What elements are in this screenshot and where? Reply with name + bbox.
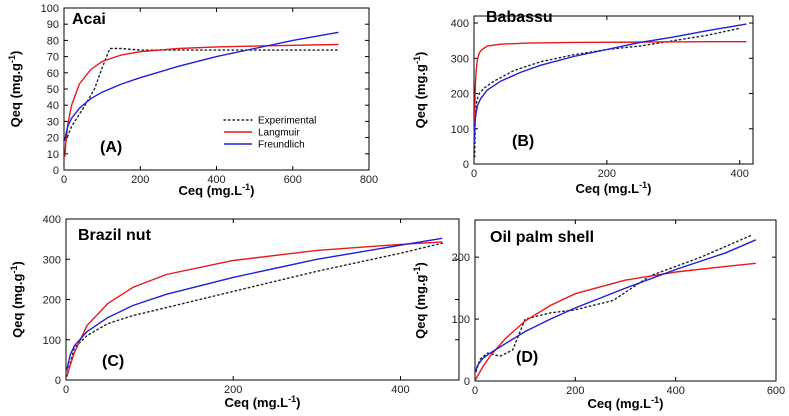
x-tick-label: 200 (598, 168, 616, 180)
x-axis-title: Ceq (mg.L-1) (225, 394, 301, 410)
x-tick-label: 600 (284, 174, 302, 186)
y-tick-label: 80 (47, 35, 59, 47)
series-line-langmuir (474, 262, 756, 381)
y-tick-label: 10 (47, 149, 59, 161)
panel-title: Babassu (486, 9, 553, 26)
x-tick-label: 200 (224, 384, 242, 396)
legend-label-freundlich: Freundlich (258, 140, 305, 151)
x-tick-label: 400 (207, 174, 225, 186)
y-tick-label: 400 (43, 214, 61, 226)
chart-panel-3: 0 200 400 0 100 200 300 400 Brazil nut (C) Ceq (mg… (9, 214, 460, 410)
x-tick-label: 600 (767, 385, 785, 397)
x-tick-label: 400 (391, 384, 409, 396)
panel-label: (D) (516, 349, 538, 366)
y-tick-label: 200 (451, 89, 469, 101)
y-tick-label: 100 (452, 314, 470, 326)
chart-panel-4: 0 200 400 600 0 100 200 Oil palm shell (D) Ceq (m… (412, 219, 785, 411)
x-axis-title: Ceq (mg.L-1) (179, 182, 255, 198)
panel-title: Acai (72, 11, 106, 28)
y-tick-label: 50 (47, 84, 59, 96)
y-tick-label: 100 (41, 3, 59, 15)
x-tick-label: 0 (471, 168, 477, 180)
y-axis-title: Qeq (mg.g-1) (412, 52, 428, 129)
y-tick-label: 90 (47, 19, 59, 31)
y-tick-label: 70 (47, 52, 59, 64)
y-tick-label: 30 (47, 116, 59, 128)
y-tick-label: 400 (451, 18, 469, 30)
panel-title: Oil palm shell (490, 229, 594, 246)
x-tick-label: 0 (61, 174, 67, 186)
x-tick-label: 400 (731, 168, 749, 180)
series-line-langmuir (473, 41, 747, 143)
x-tick-label: 200 (131, 174, 149, 186)
y-tick-label: 0 (53, 165, 59, 177)
y-tick-label: 0 (55, 375, 61, 387)
y-tick-label: 100 (451, 124, 469, 136)
y-tick-label: 200 (43, 295, 61, 307)
x-axis-title: Ceq (mg.L-1) (576, 180, 652, 196)
x-tick-label: 0 (63, 384, 69, 396)
series-line-langmuir (66, 241, 443, 377)
x-tick-label: 200 (566, 385, 584, 397)
y-tick-label: 0 (463, 159, 469, 171)
y-axis-title: Qeq (mg.g-1) (412, 262, 428, 339)
y-axis-title: Qeq (mg.g-1) (7, 51, 23, 128)
series-line-freundlich (64, 31, 339, 141)
series-line-experimental (475, 234, 752, 373)
x-axis-title: Ceq (mg.L-1) (588, 395, 664, 411)
panel-label: (A) (100, 139, 122, 156)
y-tick-label: 40 (47, 100, 59, 112)
series-line-langmuir (64, 43, 339, 158)
panel-label: (C) (102, 353, 124, 370)
x-tick-label: 800 (360, 174, 378, 186)
series-line-freundlich (473, 23, 747, 143)
series-line-experimental (66, 242, 443, 373)
y-tick-label: 300 (43, 254, 61, 266)
y-tick-label: 20 (47, 133, 59, 145)
chart-panel-2: 0 200 400 0 100 200 300 400 Babassu (B) Ceq (mg.L-… (412, 9, 754, 196)
y-axis-title: Qeq (mg.g-1) (9, 261, 25, 338)
series-line-freundlich (66, 237, 443, 371)
y-tick-label: 300 (451, 53, 469, 65)
plot-frame (473, 15, 754, 165)
x-tick-label: 400 (666, 385, 684, 397)
plot-frame (474, 219, 777, 382)
y-tick-label: 0 (464, 376, 470, 388)
chart-panel-1: 0 200 400 600 800 0 10 20 30 40 50 60 70 80 90 100 Acai (… (7, 3, 378, 198)
legend-label-langmuir: Langmuir (258, 128, 300, 139)
legend-label-experimental: Experimental (258, 116, 316, 127)
series-line-experimental (65, 47, 340, 142)
panel-title: Brazil nut (78, 227, 152, 244)
panel-label: (B) (512, 133, 534, 150)
series-line-freundlich (474, 239, 757, 372)
y-tick-label: 100 (43, 335, 61, 347)
y-tick-label: 60 (47, 68, 59, 80)
x-tick-label: 0 (472, 385, 478, 397)
y-tick-label: 200 (452, 252, 470, 264)
